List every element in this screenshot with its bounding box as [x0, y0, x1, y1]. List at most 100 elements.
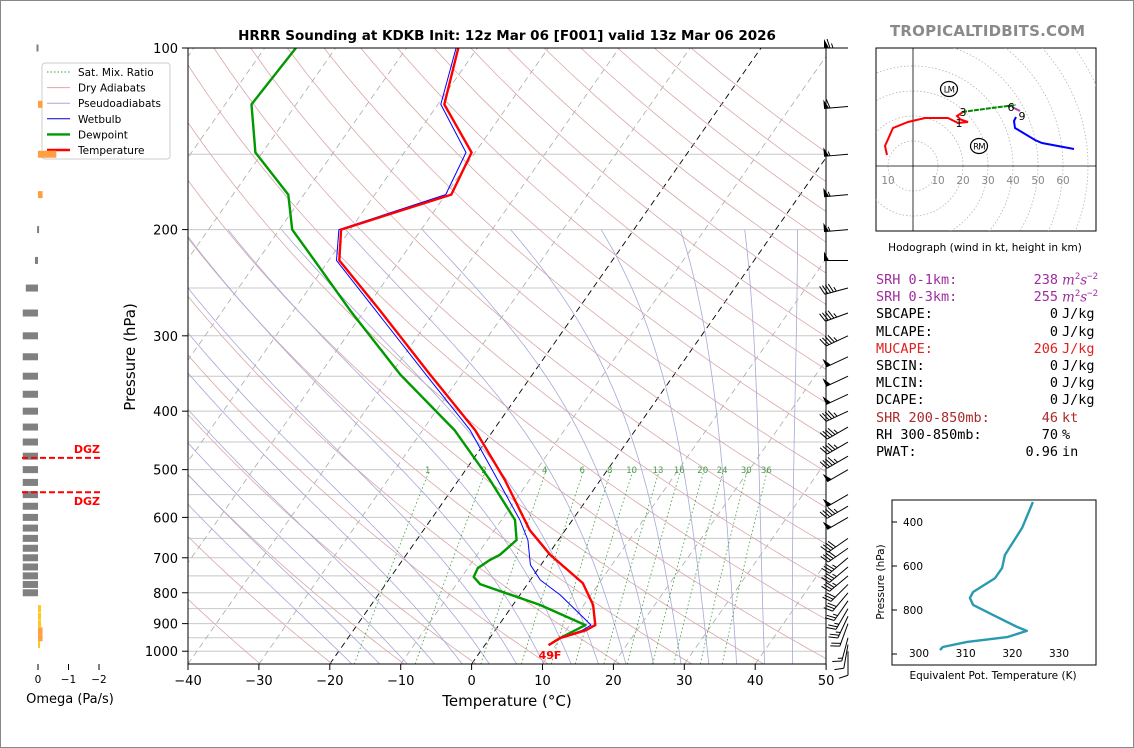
barb-full: [827, 334, 835, 343]
barb-full: [824, 617, 835, 621]
barb-staff: [829, 557, 849, 574]
stat-label: PWAT:: [876, 443, 917, 460]
omega-bar: [38, 100, 43, 108]
barb-half: [833, 444, 838, 449]
wind-barb: [819, 283, 849, 295]
storm-motion-marker: [939, 80, 959, 98]
y-tick-label: 700: [153, 552, 178, 567]
stat-label: SRH 0-1km:: [876, 272, 958, 288]
barb-half: [835, 631, 841, 634]
omega-bar: [22, 534, 38, 542]
legend-label: Temperature: [77, 145, 145, 157]
dewpoint-profile-line: [250, 48, 587, 647]
x-tick-label: −20: [316, 674, 343, 689]
barb-full: [820, 555, 829, 563]
omega-bar: [38, 612, 42, 620]
barb-full: [827, 442, 836, 450]
stat-value: 255: [1033, 289, 1058, 306]
omega-bar: [34, 256, 38, 264]
stat-value: 0: [1049, 375, 1058, 392]
barb-half: [833, 458, 838, 463]
barb-full: [819, 432, 828, 440]
isotherm-line: [400, 55, 826, 664]
theta-e-y-tick-label: 600: [903, 561, 923, 573]
x-axis-label: Temperature (°C): [441, 692, 571, 710]
stat-label: MLCAPE:: [876, 323, 933, 340]
omega-bar: [25, 284, 38, 292]
barb-pennant: [823, 99, 830, 109]
wind-barb: [819, 505, 849, 519]
barb-half: [827, 191, 831, 197]
skewt-background-lines: 1 2 4 6 8 10 13 16 20 24 30 36: [188, 48, 826, 664]
storm-motion-label: RM: [973, 143, 985, 153]
stat-label: SBCIN:: [876, 357, 925, 374]
pseudoadiabat-line: [188, 442, 408, 664]
y-tick-label: 1000: [145, 645, 178, 660]
omega-x-tick-label: 0: [35, 674, 42, 686]
stat-value: 0: [1049, 392, 1058, 409]
surface-temp-label: 49F: [539, 649, 562, 662]
barb-pennant: [823, 187, 830, 197]
wind-barb: [822, 375, 849, 387]
x-tick-label: 40: [747, 674, 764, 689]
hodograph-ring-label: 20: [956, 175, 969, 187]
skewt-axes-frame: [187, 47, 827, 665]
wind-barb: [819, 426, 849, 440]
stat-value: 0: [1049, 306, 1058, 323]
barb-full: [823, 565, 833, 572]
x-tick-label: −30: [245, 674, 272, 689]
y-tick-label: 100: [153, 42, 178, 57]
barb-full: [819, 511, 828, 519]
mixing-ratio-label: 4: [542, 466, 547, 476]
omega-bar: [22, 309, 38, 317]
stat-value: 238: [1033, 272, 1058, 288]
wind-barb: [828, 616, 849, 639]
unit-m: m: [1062, 272, 1075, 289]
barb-full: [822, 285, 829, 294]
mixing-ratio-label: 36: [761, 466, 772, 476]
barb-pennant: [822, 358, 831, 367]
barb-full: [819, 461, 828, 469]
barb-full: [824, 444, 833, 452]
temperature-profile-line: [338, 48, 597, 647]
barb-full: [821, 312, 829, 321]
dry-adiabat-line: [188, 354, 549, 664]
barb-full: [822, 445, 831, 453]
barb-pennant: [823, 147, 830, 157]
stat-unit: m2s−2: [1062, 272, 1098, 289]
barb-half: [833, 286, 837, 292]
barb-full: [826, 614, 837, 619]
hodograph-panel: 10 10 20 30 40 50 60 13 69 LM RM: [875, 47, 1097, 232]
barb-full: [827, 507, 836, 515]
wetbulb-profile-line: [336, 48, 592, 646]
barb-half: [833, 313, 838, 318]
barb-full: [827, 602, 837, 608]
theta-e-x-tick-label: 310: [956, 648, 976, 660]
dry-adiabat-line: [397, 48, 826, 404]
barb-half: [833, 337, 838, 342]
omega-x-tick-label: −1: [61, 674, 76, 686]
barb-full: [826, 627, 837, 630]
barb-staff: [826, 505, 849, 519]
pseudoadiabat-line: [188, 408, 436, 664]
barb-full: [828, 624, 838, 628]
barb-full: [827, 550, 837, 558]
isotherm-line: [329, 48, 762, 664]
omega-bar: [22, 502, 38, 510]
storm-motion-marker: [969, 137, 989, 155]
barb-staff: [826, 393, 849, 405]
barb-pennant: [822, 473, 832, 482]
omega-bar: [22, 580, 38, 588]
hodograph-ring-label: 60: [1056, 175, 1069, 187]
barb-full: [820, 546, 829, 553]
barb-full: [819, 447, 828, 455]
barb-staff: [829, 575, 849, 592]
barb-full: [819, 286, 826, 295]
omega-bar: [22, 332, 38, 340]
omega-bar: [22, 544, 38, 552]
barb-staff: [835, 608, 849, 630]
barb-full: [828, 636, 838, 639]
stat-value: 0.96: [1025, 443, 1058, 460]
barb-half: [833, 429, 838, 434]
legend-label: Dewpoint: [78, 129, 128, 141]
